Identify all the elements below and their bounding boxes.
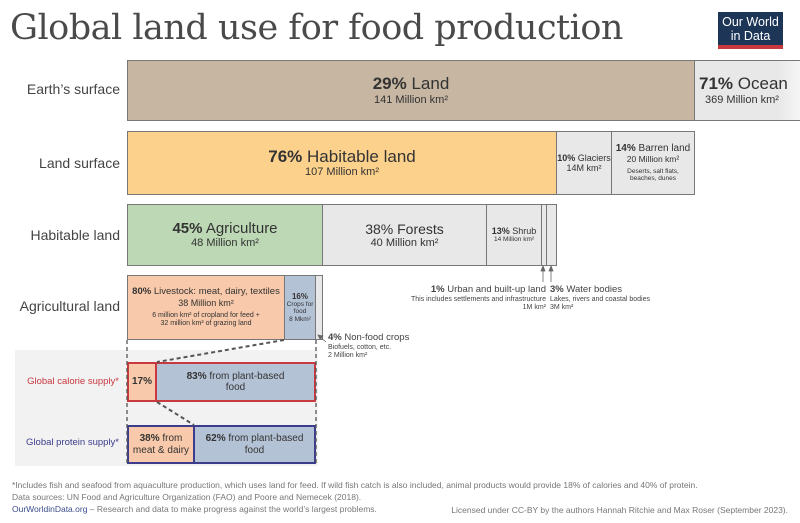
owid-link[interactable]: OurWorldinData.org [12, 504, 88, 514]
livestock-note2: 32 million km² of grazing land [160, 319, 252, 327]
crops-label: Crops for food [286, 300, 314, 316]
protein-animal-box: 38% from meat & dairy [127, 425, 195, 464]
crops-pct: 16% [291, 291, 308, 301]
agri-pct: 45% [172, 220, 203, 238]
land-pct: 29% [372, 74, 407, 94]
forest-pct: 38% [365, 220, 394, 237]
urban-label: Urban and built-up land [447, 284, 546, 295]
forest-label: Forests [397, 220, 444, 237]
glaciers-pct: 10% [557, 152, 576, 163]
calorie-label: Global calorie supply* [27, 376, 119, 387]
row-label-earth: Earth’s surface [26, 81, 120, 97]
calorie-animal-box: 17% [127, 362, 157, 402]
urban-annotation: 1% Urban and built-up land This includes… [410, 284, 546, 312]
water-label: Water bodies [566, 284, 622, 295]
crops-area: 8 Mkm² [289, 315, 311, 323]
water-area: 3M km² [550, 303, 574, 311]
tagline: – Research and data to make progress aga… [87, 504, 377, 514]
ocean-pct: 71% [699, 74, 734, 94]
urban-pct: 1% [430, 284, 445, 295]
livestock-area: 38 Million km² [178, 298, 234, 309]
calorie-plant-label: from plant-based food [209, 370, 285, 394]
footnote: *Includes fish and seafood from aquacult… [12, 480, 698, 490]
nonfood-area: 2 Million km² [328, 351, 368, 359]
water-note: Lakes, rivers and coastal bodies [550, 295, 650, 303]
livestock-label: Livestock: meat, dairy, textiles [153, 286, 280, 298]
calorie-plant-box: 83% from plant-based food [155, 362, 316, 402]
nonfood-label: Non-food crops [344, 332, 410, 343]
water-box [546, 204, 557, 266]
data-sources: Data sources: UN Food and Agriculture Or… [12, 492, 362, 502]
habitable-label: Habitable land [307, 146, 416, 166]
urban-area: 1M km² [522, 303, 546, 311]
calorie-animal-pct: 17% [131, 376, 152, 388]
glaciers-label: Glaciers [577, 152, 611, 163]
nonfood-note: Biofuels, cotton, etc. [328, 343, 392, 351]
protein-animal-pct: 38% [139, 433, 160, 444]
nonfood-box [315, 275, 323, 340]
license: Licensed under CC-BY by the authors Hann… [451, 505, 788, 515]
habitable-area: 107 Million km² [305, 166, 379, 179]
ocean-label: Ocean [737, 74, 788, 94]
ocean-box: 71% Ocean 369 Million km² [694, 60, 800, 121]
owid-logo[interactable]: Our World in Data [718, 12, 783, 49]
barren-area: 20 Million km² [626, 153, 680, 164]
protein-animal-label: from meat & dairy [132, 433, 190, 456]
livestock-note1: 6 million km² of cropland for feed + [152, 311, 260, 319]
page-title: Global land use for food production [10, 8, 623, 48]
protein-plant-box: 62% from plant-based food [193, 425, 316, 464]
row-label-land: Land surface [39, 155, 120, 171]
water-annotation: 3% Water bodies Lakes, rivers and coasta… [550, 284, 650, 312]
nonfood-pct: 4% [328, 332, 342, 343]
agriculture-box: 45% Agriculture 48 Million km² [127, 204, 323, 266]
land-area: 141 Million km² [374, 93, 448, 106]
agri-label: Agriculture [205, 220, 278, 238]
ocean-area: 369 Million km² [705, 93, 779, 106]
logo-line1: Our World [722, 15, 779, 29]
barren-box: 14% Barren land 20 Million km² Deserts, … [611, 131, 695, 195]
livestock-box: 80% Livestock: meat, dairy, textiles 38 … [127, 275, 285, 340]
shrub-box: 13% Shrub 14 Million km² [486, 204, 542, 266]
land-label: Land [411, 74, 450, 94]
shrub-label: Shrub [512, 226, 537, 237]
urban-note: This includes settlements and infrastruc… [410, 295, 546, 303]
row-label-habitable: Habitable land [30, 227, 120, 243]
land-box: 29% Land 141 Million km² [127, 60, 695, 121]
logo-line2: in Data [730, 29, 771, 43]
protein-plant-label: from plant-based food [228, 433, 304, 456]
shrub-area: 14 Million km² [493, 236, 535, 244]
habitable-pct: 76% [268, 146, 303, 166]
shrub-pct: 13% [491, 226, 510, 237]
glaciers-area: 14M km² [566, 163, 602, 173]
livestock-pct: 80% [132, 286, 152, 298]
protein-plant-pct: 62% [205, 433, 226, 444]
barren-label: Barren land [638, 143, 691, 155]
protein-label: Global protein supply* [26, 437, 119, 448]
forests-box: 38% Forests 40 Million km² [322, 204, 487, 266]
calorie-plant-pct: 83% [186, 370, 207, 382]
glaciers-box: 10% Glaciers 14M km² [556, 131, 612, 195]
water-pct: 3% [550, 284, 564, 295]
forest-area: 40 Million km² [370, 236, 439, 249]
row-label-agricultural: Agricultural land [19, 298, 120, 314]
barren-note: Deserts, salt flats, beaches, dunes [627, 167, 679, 183]
agri-area: 48 Million km² [191, 237, 259, 250]
crops-box: 16% Crops for food 8 Mkm² [284, 275, 316, 340]
nonfood-annotation: 4% Non-food crops Biofuels, cotton, etc.… [328, 332, 410, 360]
barren-pct: 14% [615, 143, 636, 155]
habitable-box: 76% Habitable land 107 Million km² [127, 131, 557, 195]
